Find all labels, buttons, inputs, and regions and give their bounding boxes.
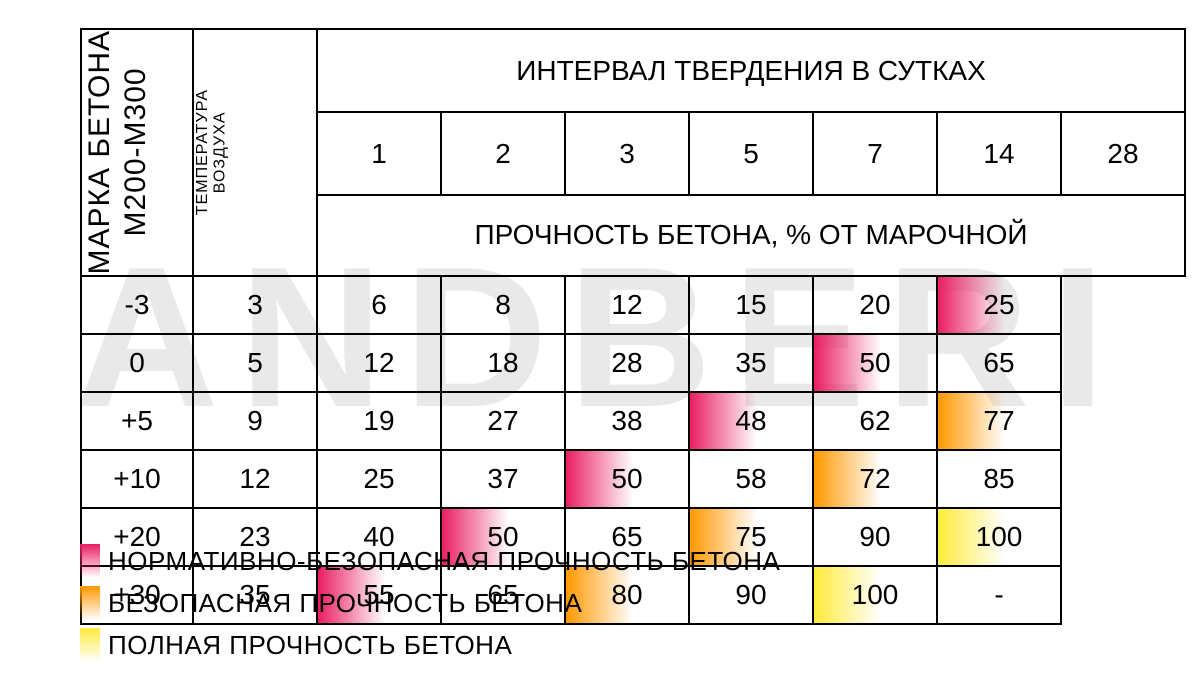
day-col: 1 [317, 112, 441, 195]
strength-value: 20 [859, 289, 890, 320]
strength-cell: 20 [813, 276, 937, 334]
strength-value: 3 [247, 289, 263, 320]
strength-cell: 8 [441, 276, 565, 334]
strength-cell: 25 [317, 450, 441, 508]
legend-text: НОРМАТИВНО-БЕЗОПАСНАЯ ПРОЧНОСТЬ БЕТОНА [108, 546, 780, 577]
temperature-cell: 0 [81, 334, 193, 392]
strength-value: 27 [487, 405, 518, 436]
strength-cell: 50 [813, 334, 937, 392]
legend-swatch-orange [80, 586, 100, 620]
strength-cell: 77 [937, 392, 1061, 450]
strength-cell: 27 [441, 392, 565, 450]
temperature-cell: +5 [81, 392, 193, 450]
strength-value: 18 [487, 347, 518, 378]
strength-cell: 12 [565, 276, 689, 334]
strength-value: 15 [735, 289, 766, 320]
legend-swatch-pink [80, 544, 100, 578]
strength-value: 50 [611, 463, 642, 494]
strength-value: 12 [363, 347, 394, 378]
strength-value: 28 [611, 347, 642, 378]
strength-value: 50 [859, 347, 890, 378]
strength-value: 85 [983, 463, 1014, 494]
day-col: 28 [1061, 112, 1185, 195]
strength-cell: 90 [813, 508, 937, 566]
strength-value: 77 [983, 405, 1014, 436]
legend-row: ПОЛНАЯ ПРОЧНОСТЬ БЕТОНА [80, 624, 780, 666]
strength-cell: 58 [689, 450, 813, 508]
table-row: 0 5 12 18 28 35 50 65 [81, 334, 1185, 392]
strength-cell: - [937, 566, 1061, 624]
strength-cell: 85 [937, 450, 1061, 508]
strength-cell: 38 [565, 392, 689, 450]
legend-swatch-yellow [80, 628, 100, 662]
concrete-strength-table: МАРКА БЕТОНАM200-M300 ТЕМПЕРАТУРАВОЗДУХА… [80, 28, 1186, 625]
strength-value: 72 [859, 463, 890, 494]
strength-cell: 15 [689, 276, 813, 334]
strength-cell: 72 [813, 450, 937, 508]
strength-cell: 19 [317, 392, 441, 450]
legend: НОРМАТИВНО-БЕЗОПАСНАЯ ПРОЧНОСТЬ БЕТОНА Б… [80, 540, 780, 666]
strength-value: 58 [735, 463, 766, 494]
strength-value: 25 [983, 289, 1014, 320]
day-col: 14 [937, 112, 1061, 195]
strength-value: 37 [487, 463, 518, 494]
strength-value: 5 [247, 347, 263, 378]
strength-cell: 50 [565, 450, 689, 508]
strength-value: - [994, 579, 1003, 610]
table-row: -3 3 6 8 12 15 20 25 [81, 276, 1185, 334]
strength-cell: 65 [937, 334, 1061, 392]
grade-header-text: МАРКА БЕТОНАM200-M300 [82, 30, 154, 275]
strength-value: 100 [852, 579, 899, 610]
strength-value: 12 [239, 463, 270, 494]
strength-value: 100 [976, 521, 1023, 552]
days-header-cell: ИНТЕРВАЛ ТВЕРДЕНИЯ В СУТКАХ [317, 29, 1185, 112]
strength-value: 12 [611, 289, 642, 320]
strength-cell: 28 [565, 334, 689, 392]
table-row: +5 9 19 27 38 48 62 77 [81, 392, 1185, 450]
table-header-row: МАРКА БЕТОНАM200-M300 ТЕМПЕРАТУРАВОЗДУХА… [81, 29, 1185, 112]
strength-value: 8 [495, 289, 511, 320]
day-col: 5 [689, 112, 813, 195]
strength-value: 38 [611, 405, 642, 436]
strength-subheader-cell: ПРОЧНОСТЬ БЕТОНА, % ОТ МАРОЧНОЙ [317, 195, 1185, 275]
concrete-table-wrap: МАРКА БЕТОНАM200-M300 ТЕМПЕРАТУРАВОЗДУХА… [80, 28, 1186, 625]
strength-value: 62 [859, 405, 890, 436]
strength-value: 48 [735, 405, 766, 436]
day-col: 7 [813, 112, 937, 195]
strength-value: 19 [363, 405, 394, 436]
legend-text: ПОЛНАЯ ПРОЧНОСТЬ БЕТОНА [108, 630, 512, 661]
strength-value: 35 [735, 347, 766, 378]
strength-cell: 100 [813, 566, 937, 624]
strength-cell: 37 [441, 450, 565, 508]
strength-value: 9 [247, 405, 263, 436]
strength-cell: 35 [689, 334, 813, 392]
strength-cell: 62 [813, 392, 937, 450]
strength-value: 25 [363, 463, 394, 494]
strength-cell: 12 [317, 334, 441, 392]
table-row: +10 12 25 37 50 58 72 85 [81, 450, 1185, 508]
strength-value: 65 [983, 347, 1014, 378]
strength-cell: 12 [193, 450, 317, 508]
strength-cell: 3 [193, 276, 317, 334]
temperature-header-text: ТЕМПЕРАТУРАВОЗДУХА [194, 89, 229, 215]
strength-cell: 48 [689, 392, 813, 450]
strength-cell: 5 [193, 334, 317, 392]
temperature-cell: -3 [81, 276, 193, 334]
strength-cell: 25 [937, 276, 1061, 334]
legend-row: БЕЗОПАСНАЯ ПРОЧНОСТЬ БЕТОНА [80, 582, 780, 624]
day-col: 3 [565, 112, 689, 195]
strength-cell: 6 [317, 276, 441, 334]
grade-header-cell: МАРКА БЕТОНАM200-M300 [81, 29, 193, 276]
temperature-cell: +10 [81, 450, 193, 508]
strength-cell: 100 [937, 508, 1061, 566]
strength-cell: 18 [441, 334, 565, 392]
strength-value: 90 [859, 521, 890, 552]
strength-value: 6 [371, 289, 387, 320]
legend-text: БЕЗОПАСНАЯ ПРОЧНОСТЬ БЕТОНА [108, 588, 582, 619]
day-col: 2 [441, 112, 565, 195]
legend-row: НОРМАТИВНО-БЕЗОПАСНАЯ ПРОЧНОСТЬ БЕТОНА [80, 540, 780, 582]
strength-cell: 9 [193, 392, 317, 450]
temperature-header-cell: ТЕМПЕРАТУРАВОЗДУХА [193, 29, 317, 276]
